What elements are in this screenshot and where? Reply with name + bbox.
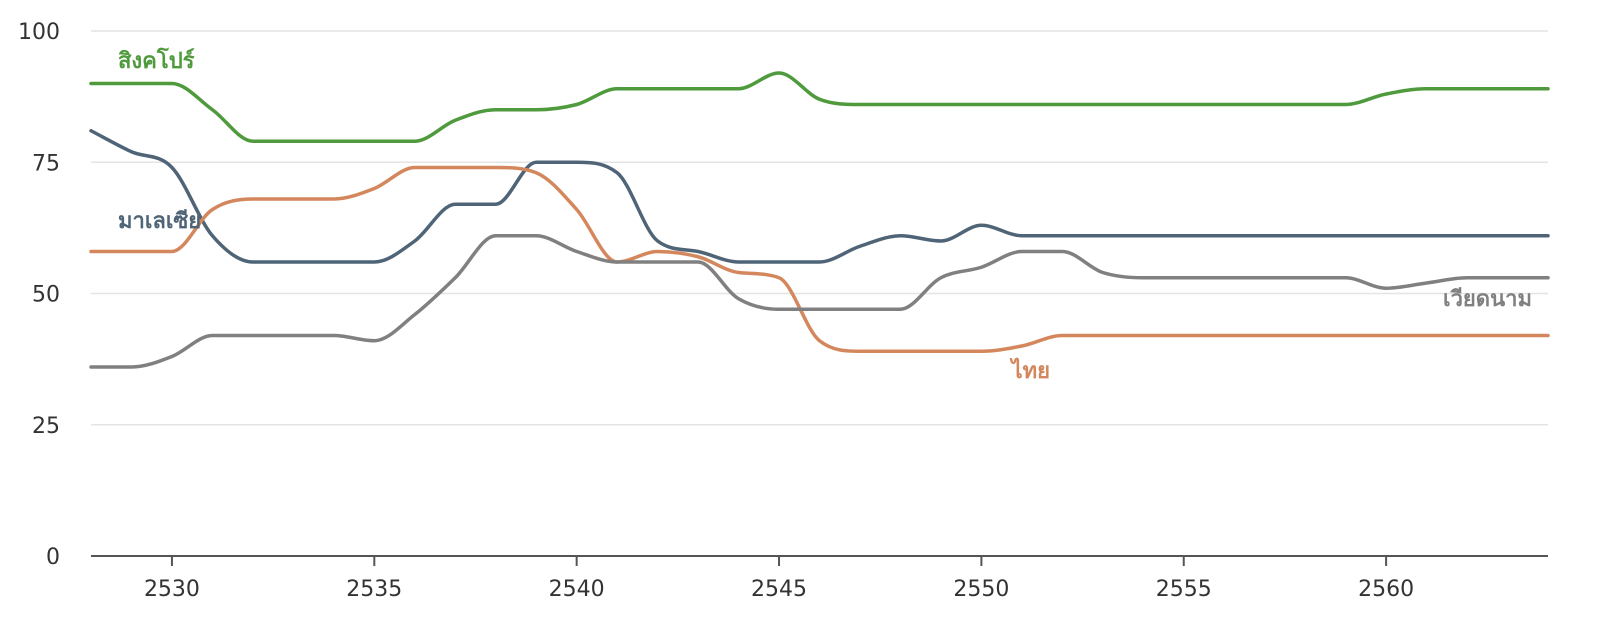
x-axis: 2530 2535 2540 2545 2550 2555 2560 — [91, 555, 1548, 602]
series-label-4: เวียดนาม — [1443, 287, 1532, 312]
y-tick-label-50: 50 — [32, 283, 60, 308]
x-tick-label-2550: 2550 — [953, 577, 1009, 602]
series-label-3: ไทย — [1010, 357, 1050, 384]
y-tick-label-0: 0 — [46, 545, 60, 570]
y-gridlines — [91, 30, 1548, 426]
x-tick-label-2535: 2535 — [346, 577, 402, 602]
series-line-4 — [89, 234, 1550, 369]
y-tick-label-75: 75 — [32, 151, 60, 176]
x-tick-label-2530: 2530 — [144, 577, 200, 602]
x-tick-label-2560: 2560 — [1358, 577, 1414, 602]
x-tick-label-2540: 2540 — [549, 577, 605, 602]
y-tick-label-100: 100 — [18, 20, 60, 45]
x-tick-label-2545: 2545 — [751, 577, 807, 602]
series-line-2 — [89, 129, 1550, 264]
y-tick-label-25: 25 — [32, 414, 60, 439]
series-line-1 — [89, 71, 1550, 144]
x-tick-label-2555: 2555 — [1156, 577, 1212, 602]
y-axis-tick-labels: 0 25 50 75 100 — [18, 20, 60, 570]
series-lines — [89, 71, 1550, 369]
series-label-1: สิงคโปร์ — [118, 47, 195, 74]
series-label-2: มาเลเซีย — [118, 209, 201, 234]
series-line-3 — [89, 165, 1550, 353]
